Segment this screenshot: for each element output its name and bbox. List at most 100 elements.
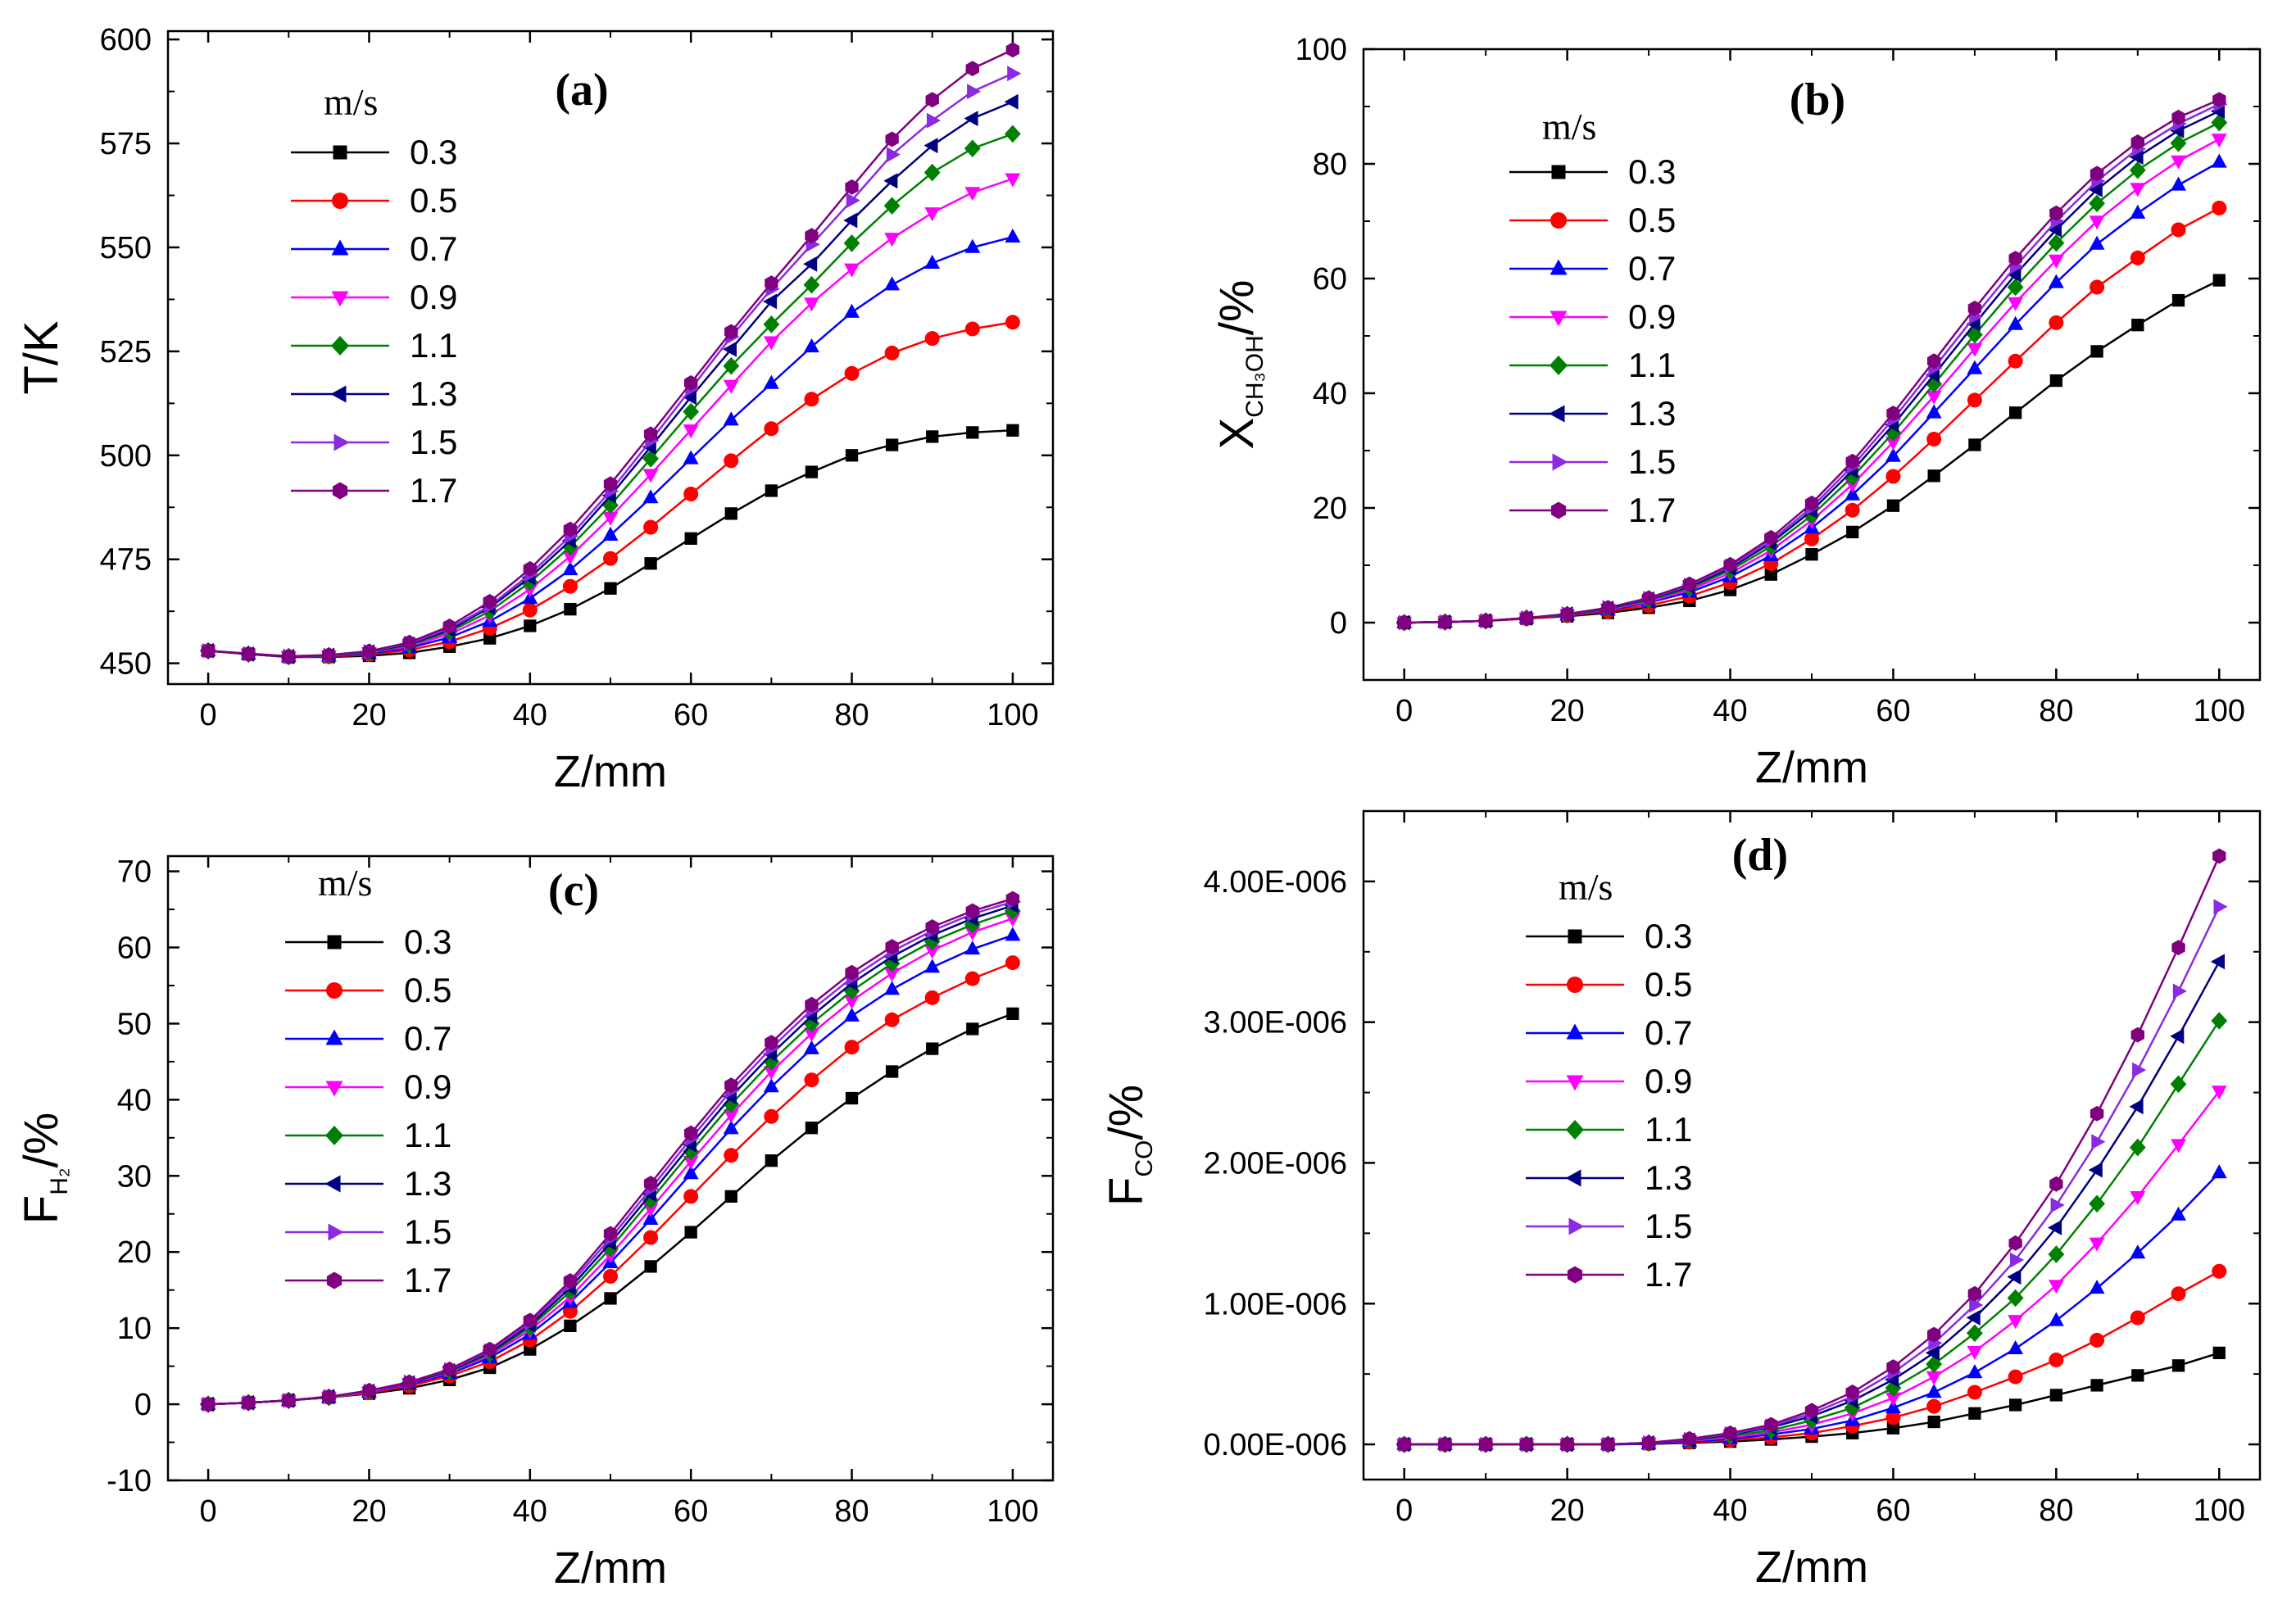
data-point: [1885, 447, 1901, 462]
data-point: [2090, 1105, 2104, 1122]
data-point: [1885, 1410, 1901, 1425]
data-point: [2211, 134, 2227, 148]
data-point: [1845, 486, 1861, 501]
y-axis-label-suffix: /%: [1100, 1085, 1153, 1140]
data-point: [603, 1268, 618, 1284]
data-point: [2048, 1280, 2064, 1294]
legend-marker: [1568, 1217, 1585, 1235]
panel-c: 0 20 40 60 80 100 -10 0 10 20 30 40 50 60 70 Z/mm FH₂/% (…: [15, 854, 1055, 1593]
data-point: [562, 578, 578, 594]
data-point: [1764, 568, 1777, 581]
legend-entry-label: 0.7: [404, 1019, 451, 1058]
data-point: [2008, 1235, 2022, 1251]
data-point: [362, 1382, 376, 1398]
data-point: [1927, 1326, 1941, 1343]
data-point: [2129, 161, 2146, 179]
data-point: [846, 193, 860, 209]
panel-label: (b): [1790, 75, 1845, 125]
data-point: [683, 450, 699, 465]
legend-marker: [331, 239, 349, 256]
data-point: [2048, 1245, 2065, 1263]
data-point: [2213, 899, 2228, 915]
data-point: [724, 1148, 739, 1163]
y-tick-label: 4.00E-006: [1204, 865, 1347, 900]
data-point: [2129, 1138, 2146, 1157]
data-point: [964, 321, 980, 337]
data-point: [2212, 848, 2226, 864]
data-point: [2008, 297, 2024, 311]
data-point: [2048, 222, 2062, 238]
data-point: [803, 256, 818, 272]
y-axis-label-suffix: /%: [15, 1113, 68, 1168]
plot-frame: [166, 854, 1055, 1482]
legend-entry-label: 1.3: [1645, 1158, 1692, 1197]
data-point: [524, 619, 537, 632]
legend-entry-label: 0.7: [1645, 1013, 1692, 1052]
x-tick-label: 100: [987, 1494, 1038, 1529]
legend-marker: [1549, 405, 1565, 423]
data-point: [1005, 891, 1020, 907]
data-point: [2171, 176, 2186, 191]
legend-title: m/s: [318, 862, 372, 904]
data-point: [1885, 1392, 1901, 1407]
data-point: [1005, 955, 1020, 971]
legend-marker: [331, 336, 349, 356]
y-tick-label: 50: [117, 1007, 152, 1041]
legend-marker: [1550, 310, 1568, 327]
data-point: [242, 646, 256, 662]
data-point: [964, 238, 981, 253]
data-point: [1967, 1324, 1983, 1343]
data-point: [1885, 436, 1901, 451]
data-point: [2049, 205, 2063, 221]
data-point: [2007, 278, 2024, 297]
data-point: [925, 92, 939, 108]
legend-entry-label: 0.5: [1645, 965, 1692, 1004]
x-tick-label: 60: [1876, 694, 1910, 728]
x-tick-label: 60: [674, 1494, 708, 1529]
legend-entry-label: 1.5: [1628, 442, 1676, 481]
data-point: [1004, 93, 1019, 110]
data-point: [402, 1374, 416, 1390]
data-point: [2008, 406, 2022, 419]
data-point: [1005, 125, 1021, 143]
data-point: [805, 996, 819, 1013]
data-point: [2050, 1197, 2065, 1213]
y-axis-label-main: F: [15, 1195, 68, 1224]
data-point: [603, 1226, 618, 1242]
data-point: [2211, 1012, 2228, 1030]
data-point: [844, 1007, 860, 1022]
data-point: [764, 421, 779, 437]
data-point: [883, 173, 898, 189]
legend-marker: [333, 145, 347, 160]
data-point: [2212, 1346, 2226, 1360]
legend-marker: [332, 482, 348, 500]
data-point: [483, 594, 497, 610]
data-point: [643, 426, 658, 442]
data-point: [723, 356, 740, 375]
data-point: [201, 1396, 216, 1412]
panel-a: 0 20 40 60 80 100 450 475 500 525 550 575 600 Z/mm T/K…: [15, 23, 1055, 796]
data-point: [1005, 228, 1021, 242]
x-tick-label: 80: [834, 698, 869, 732]
data-point: [1967, 325, 1983, 344]
data-point: [2130, 134, 2144, 150]
y-tick-label: 10: [117, 1312, 152, 1346]
data-point: [926, 430, 939, 443]
data-point: [604, 1292, 617, 1305]
data-point: [885, 1065, 899, 1078]
data-point: [2090, 165, 2104, 182]
legend-marker: [1550, 356, 1568, 375]
legend-entry-label: 0.3: [1628, 152, 1676, 191]
data-point: [604, 582, 617, 595]
data-point: [1846, 525, 1859, 539]
y-axis-label-suffix: /%: [1210, 280, 1264, 336]
data-point: [2172, 983, 2187, 999]
legend-entry-label: 1.3: [410, 374, 457, 413]
data-point: [964, 940, 981, 955]
x-tick-label: 100: [2194, 694, 2245, 728]
data-point: [765, 484, 778, 497]
data-point: [1519, 610, 1534, 626]
data-point: [2090, 1379, 2103, 1392]
y-tick-label: 40: [117, 1083, 152, 1117]
data-point: [845, 449, 859, 462]
